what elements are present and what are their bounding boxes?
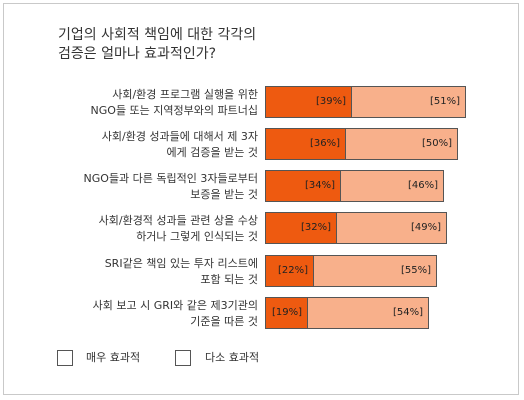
chart-title: 기업의 사회적 책임에 대한 각각의 검증은 얼마나 효과적인가? bbox=[58, 27, 257, 62]
bar-very-effective bbox=[265, 212, 337, 244]
legend-label-somewhat-effective: 다소 효과적 bbox=[205, 351, 260, 364]
bar-somewhat-effective bbox=[307, 297, 429, 329]
data-label-very-effective: [36%] bbox=[310, 138, 341, 149]
data-label-somewhat-effective: [55%] bbox=[401, 265, 432, 276]
data-label-very-effective: [39%] bbox=[316, 96, 347, 107]
legend-label-very-effective: 매우 효과적 bbox=[86, 351, 141, 364]
bar-very-effective bbox=[265, 170, 341, 202]
data-label-very-effective: [19%] bbox=[272, 307, 303, 318]
data-label-somewhat-effective: [51%] bbox=[430, 96, 461, 107]
bar-somewhat-effective bbox=[336, 212, 447, 244]
bar-very-effective bbox=[265, 128, 346, 160]
data-label-somewhat-effective: [50%] bbox=[422, 138, 453, 149]
legend-swatch-somewhat-effective bbox=[175, 350, 191, 366]
bar-somewhat-effective bbox=[340, 170, 444, 202]
category-label: 사회/환경 프로그램 실행을 위한 NGO들 또는 지역정부와의 파트너십 bbox=[90, 88, 258, 117]
bar-very-effective bbox=[265, 86, 352, 118]
data-label-somewhat-effective: [54%] bbox=[393, 307, 424, 318]
bar-somewhat-effective bbox=[351, 86, 466, 118]
category-label: 사회 보고 시 GRI와 같은 제3기관의 기준을 따른 것 bbox=[92, 299, 258, 328]
category-label: 사회/환경적 성과들 관련 상을 수상 하거나 그렇게 인식되는 것 bbox=[98, 214, 258, 243]
bar-somewhat-effective bbox=[313, 255, 437, 287]
category-label: 사회/환경 성과들에 대해서 제 3자 에게 검증을 받는 것 bbox=[101, 130, 258, 159]
data-label-somewhat-effective: [49%] bbox=[411, 222, 442, 233]
bar-somewhat-effective bbox=[345, 128, 458, 160]
legend-swatch-very-effective bbox=[57, 350, 73, 366]
data-label-very-effective: [32%] bbox=[301, 222, 332, 233]
bar-very-effective bbox=[265, 255, 314, 287]
data-label-somewhat-effective: [46%] bbox=[408, 180, 439, 191]
data-label-very-effective: [34%] bbox=[305, 180, 336, 191]
data-label-very-effective: [22%] bbox=[278, 265, 309, 276]
category-label: NGO들과 다른 독립적인 3자들로부터 보증을 받는 것 bbox=[83, 172, 258, 201]
category-label: SRI같은 책임 있는 투자 리스트에 포함 되는 것 bbox=[104, 257, 258, 286]
